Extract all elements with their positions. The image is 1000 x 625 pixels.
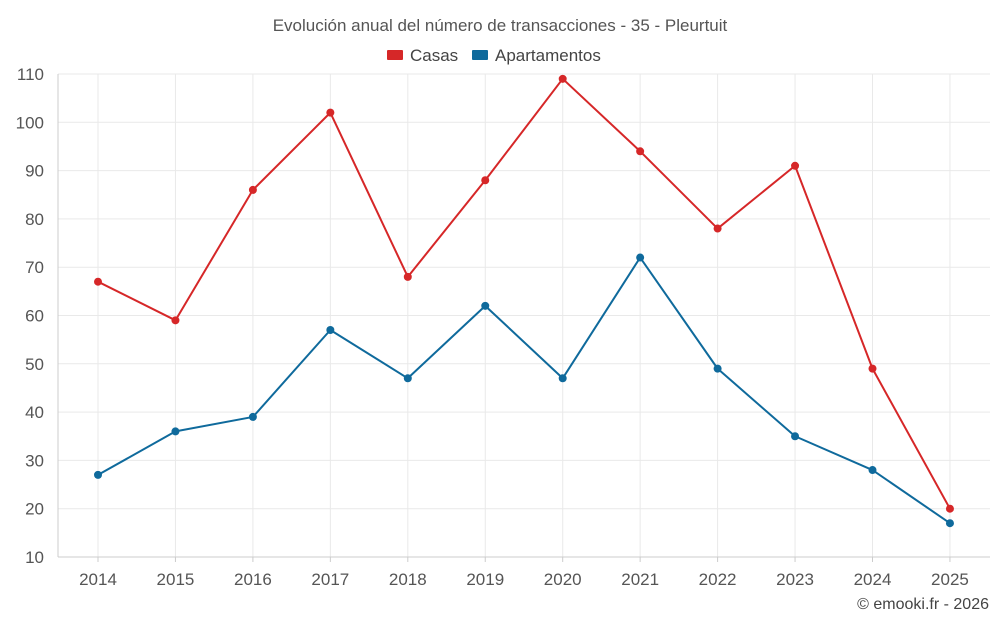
y-tick-labels: 10 20 30 40 50 60 70 80 90 100 110 [16,65,44,567]
y-tick-label-40: 40 [25,403,44,422]
x-tick-label-2021: 2021 [621,570,659,589]
series-apartamentos [94,253,954,528]
data-point-casas-2016[interactable] [248,185,257,194]
data-point-apartamentos-2014[interactable] [94,470,102,479]
legend-swatch-apartamentos [472,50,488,60]
chart-title: Evolución anual del número de transaccio… [273,16,728,35]
data-point-apartamentos-2023[interactable] [791,432,800,441]
grid-layer [58,73,990,557]
y-tick-label-50: 50 [25,355,44,374]
y-tick-label-70: 70 [25,258,44,277]
data-point-casas-2018[interactable] [403,272,412,281]
data-point-casas-2017[interactable] [326,108,335,117]
legend: Casas Apartamentos [387,46,601,65]
x-tick-label-2017: 2017 [311,570,349,589]
y-tick-label-90: 90 [25,162,44,181]
data-point-apartamentos-2018[interactable] [403,374,412,383]
legend-item-apartamentos[interactable]: Apartamentos [472,46,601,65]
axis-layer [57,74,990,562]
x-tick-label-2022: 2022 [699,570,737,589]
data-point-casas-2023[interactable] [791,161,800,170]
data-point-casas-2019[interactable] [481,176,490,185]
legend-swatch-casas [387,50,403,60]
legend-label-apartamentos: Apartamentos [495,46,601,65]
legend-item-casas[interactable]: Casas [387,46,458,65]
data-point-apartamentos-2024[interactable] [868,466,877,475]
series-line-casas [97,77,951,510]
x-tick-label-2025: 2025 [931,570,969,589]
data-point-apartamentos-2017[interactable] [326,325,335,334]
data-point-apartamentos-2021[interactable] [636,253,645,262]
x-tick-label-2016: 2016 [234,570,272,589]
y-tick-label-80: 80 [25,210,44,229]
x-tick-label-2019: 2019 [466,570,504,589]
data-point-apartamentos-2020[interactable] [558,374,567,383]
series-casas [94,74,954,513]
data-point-casas-2014[interactable] [94,277,102,286]
series-layer [94,74,954,528]
data-point-apartamentos-2022[interactable] [713,364,722,373]
y-tick-label-20: 20 [25,500,44,519]
data-point-casas-2015[interactable] [171,316,180,325]
legend-label-casas: Casas [410,46,458,65]
credit-text: © emooki.fr - 2026 [857,596,989,613]
x-tick-label-2023: 2023 [776,570,814,589]
y-tick-label-100: 100 [16,113,44,132]
data-point-casas-2025[interactable] [945,504,954,513]
series-line-apartamentos [97,256,951,525]
data-point-casas-2021[interactable] [636,147,645,156]
x-tick-label-2015: 2015 [157,570,195,589]
data-point-casas-2024[interactable] [868,364,877,373]
y-tick-label-110: 110 [17,65,44,84]
x-tick-label-2014: 2014 [79,570,117,589]
x-tick-label-2020: 2020 [544,570,582,589]
data-point-apartamentos-2025[interactable] [945,519,954,528]
data-point-apartamentos-2015[interactable] [171,427,180,436]
y-tick-label-30: 30 [25,451,44,470]
x-tick-labels: 2014 2015 2016 2017 2018 2019 2020 2021 2022 2023… [79,570,969,589]
data-point-apartamentos-2019[interactable] [481,301,490,310]
y-tick-label-10: 10 [25,548,44,567]
y-tick-label-60: 60 [25,307,44,326]
data-point-casas-2020[interactable] [558,74,567,83]
x-tick-label-2024: 2024 [854,570,892,589]
data-point-apartamentos-2016[interactable] [248,412,257,421]
data-point-casas-2022[interactable] [713,224,722,233]
x-tick-label-2018: 2018 [389,570,427,589]
